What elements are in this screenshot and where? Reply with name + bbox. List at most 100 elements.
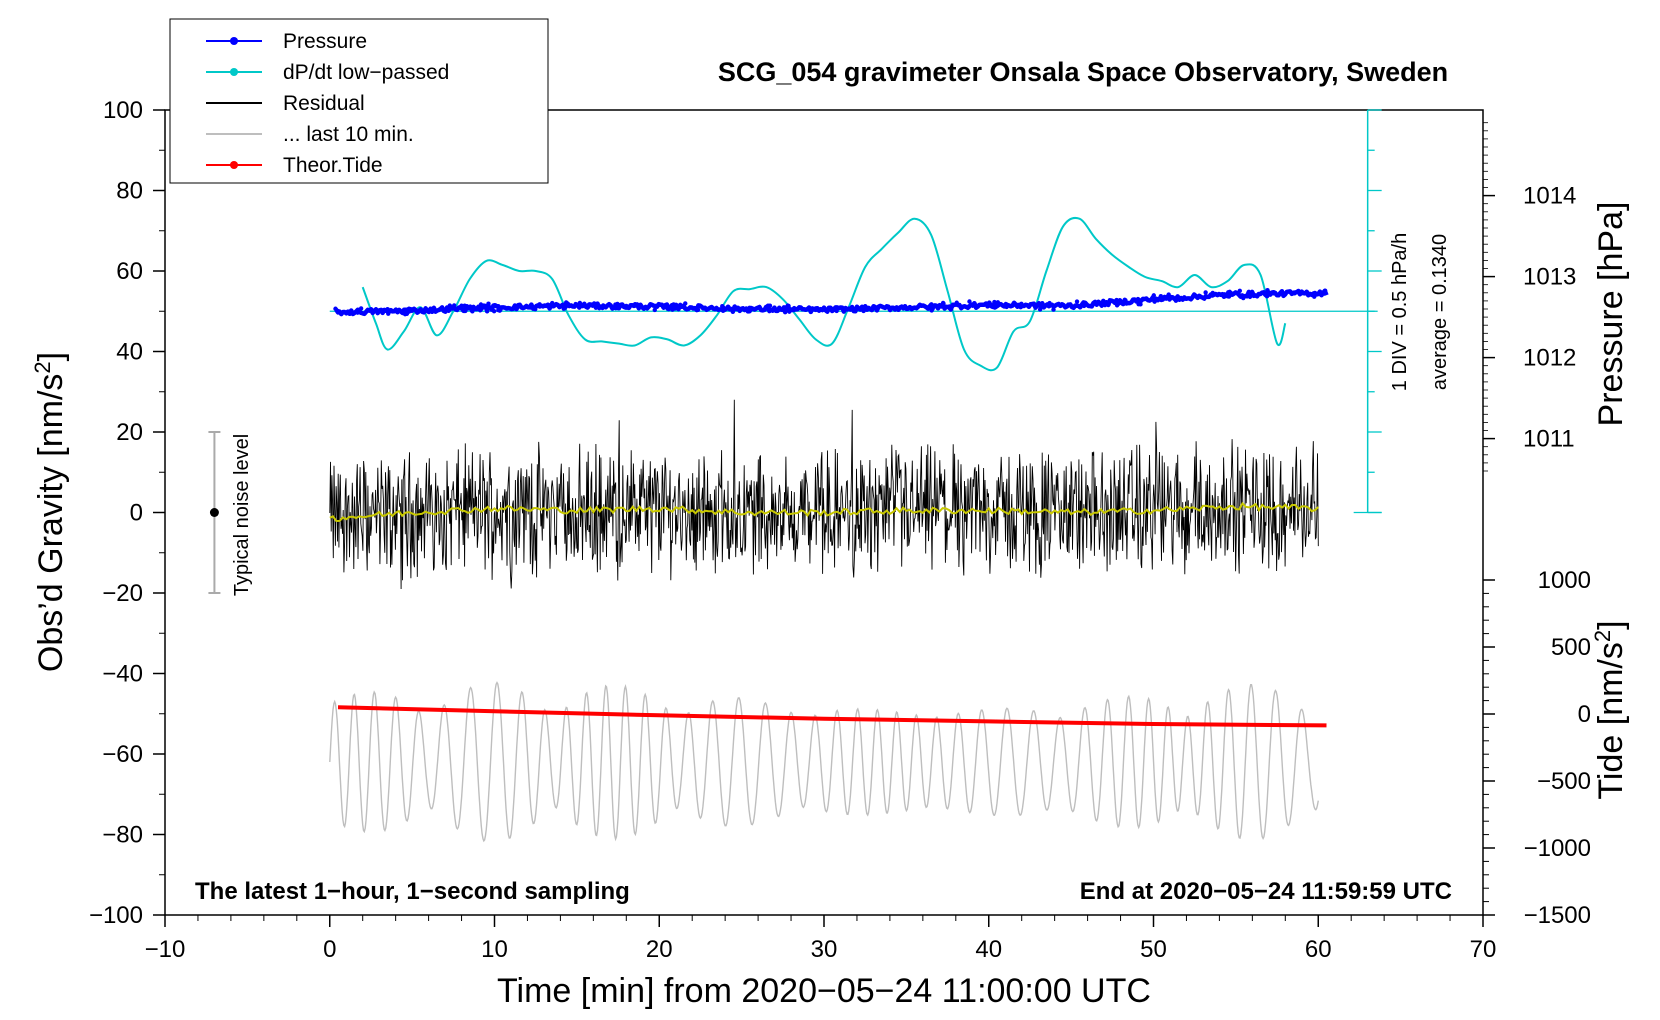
legend-marker — [230, 68, 238, 76]
pressure-point — [1292, 291, 1297, 296]
pressure-point — [730, 309, 736, 315]
pressure-point — [1051, 307, 1056, 312]
pressure-point — [1304, 290, 1310, 295]
pressure-point — [1271, 291, 1276, 296]
pressure-point — [834, 308, 839, 314]
x-tick-label: 40 — [975, 936, 1002, 963]
pressure-series — [333, 287, 1329, 317]
pressure-point — [470, 309, 475, 314]
pressure-point — [447, 303, 453, 308]
pressure-point — [652, 307, 657, 313]
pressure-point — [1123, 298, 1128, 303]
y-tick-label: 80 — [116, 178, 143, 205]
tide-tick-label: 0 — [1578, 701, 1591, 728]
pressure-point — [407, 306, 412, 312]
legend-label: Residual — [283, 92, 365, 115]
tide-series — [337, 705, 1327, 728]
pressure-point — [720, 303, 725, 309]
x-tick-label: 50 — [1140, 936, 1167, 963]
pressure-point — [954, 300, 959, 305]
pressure-point — [1033, 304, 1038, 309]
legend-label: Theor.Tide — [283, 154, 383, 177]
pressure-point — [1309, 292, 1314, 297]
pressure-point — [1248, 291, 1253, 296]
x-tick-label: −10 — [145, 936, 186, 963]
pressure-point — [1074, 299, 1080, 304]
y-tick-label: 20 — [116, 419, 143, 446]
pressure-point — [1151, 293, 1156, 298]
pressure-point — [1138, 302, 1143, 307]
pressure-point — [1222, 292, 1227, 297]
x-axis-label: Time [min] from 2020−05−24 11:00:00 UTC — [497, 972, 1151, 1010]
dpdt-scale-label: 1 DIV = 0.5 hPa/h — [1389, 233, 1411, 391]
pressure-point — [813, 307, 818, 313]
pressure-point — [781, 305, 787, 310]
pressure-point — [995, 300, 1001, 305]
pressure-point — [1019, 301, 1024, 306]
pressure-point — [491, 308, 497, 314]
pressure-point — [679, 303, 684, 308]
pressure-point — [624, 303, 629, 309]
y-tick-label: 100 — [103, 97, 143, 124]
pressure-tick-label: 1013 — [1523, 264, 1576, 291]
pressure-point — [967, 299, 972, 304]
tide-tick-label: 500 — [1551, 634, 1591, 661]
legend-item: Pressure — [206, 30, 367, 53]
pressure-point — [333, 306, 338, 311]
pressure-point — [561, 306, 566, 311]
tide-tick-label: −500 — [1537, 768, 1591, 795]
legend-label: Pressure — [283, 30, 367, 53]
pressure-point — [632, 301, 638, 307]
pressure-point — [1047, 300, 1052, 306]
pressure-point — [1299, 291, 1304, 296]
pressure-point — [1322, 288, 1328, 293]
pressure-point — [596, 303, 601, 308]
pressure-point — [486, 301, 491, 306]
pressure-point — [940, 300, 946, 306]
noise-level-label: Typical noise level — [231, 434, 253, 596]
pressure-point — [1066, 302, 1071, 307]
tide-tick-label: 1000 — [1538, 567, 1591, 594]
y-axis-label-tide: Tide [nm/s2] — [1590, 620, 1630, 799]
note-sampling: The latest 1−hour, 1−second sampling — [195, 878, 630, 905]
y-tick-label: −60 — [102, 741, 143, 768]
pressure-point — [1225, 294, 1230, 299]
pressure-point — [948, 307, 954, 312]
pressure-point — [1158, 294, 1164, 299]
pressure-point — [1036, 301, 1041, 306]
ticks-layer: −10 0 10 20 30 40 50 60 70−100−80−60−40−20020406… — [89, 97, 1591, 963]
pressure-point — [573, 301, 578, 307]
noise-level-marker — [208, 431, 221, 594]
pressure-point — [379, 307, 384, 313]
pressure-point — [1210, 290, 1215, 296]
pressure-point — [1166, 292, 1171, 297]
x-tick-label: 10 — [481, 936, 508, 963]
pressure-point — [565, 301, 570, 306]
residual-smoothed-series — [329, 501, 1319, 523]
pressure-point — [402, 311, 408, 317]
pressure-point — [336, 308, 341, 314]
pressure-point — [765, 303, 771, 308]
pressure-tick-label: 1014 — [1523, 183, 1576, 210]
pressure-point — [386, 309, 391, 314]
pressure-point — [551, 303, 556, 309]
tide-tick-label: −1000 — [1524, 835, 1591, 862]
pressure-point — [683, 301, 688, 306]
pressure-point — [726, 306, 731, 311]
pressure-point — [1241, 295, 1246, 301]
noise-center-dot — [209, 508, 219, 517]
pressure-point — [1037, 307, 1043, 312]
pressure-point — [537, 302, 542, 307]
pressure-point — [462, 303, 467, 308]
pressure-point — [358, 306, 364, 311]
pressure-point — [1265, 287, 1270, 293]
residual-series — [329, 399, 1319, 590]
pressure-point — [1247, 294, 1253, 300]
x-tick-label: 30 — [811, 936, 838, 963]
legend-item: Theor.Tide — [206, 154, 383, 177]
pressure-point — [665, 306, 670, 311]
series-layer — [208, 109, 1382, 843]
legend-marker — [230, 161, 238, 169]
chart-title: SCG_054 gravimeter Onsala Space Observat… — [718, 57, 1448, 87]
